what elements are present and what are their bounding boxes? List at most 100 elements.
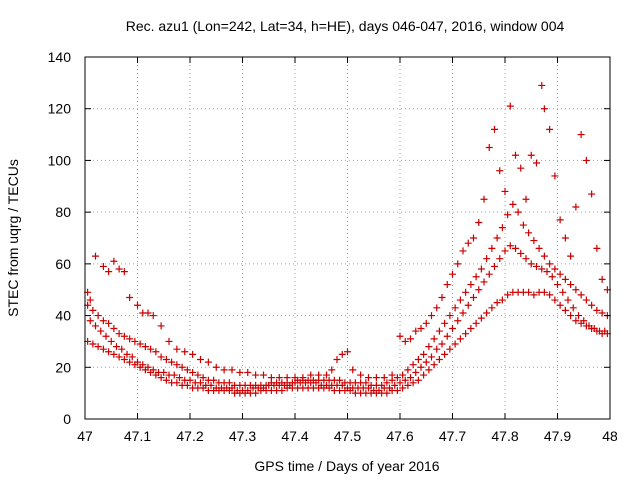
- data-point: [399, 384, 407, 392]
- data-point: [134, 358, 141, 366]
- data-point: [556, 270, 564, 278]
- data-point: [99, 262, 107, 270]
- y-tick-label: 140: [48, 49, 72, 65]
- data-point: [157, 374, 165, 382]
- data-point: [540, 105, 548, 113]
- data-point: [115, 353, 123, 361]
- data-point: [572, 317, 580, 325]
- data-point: [433, 345, 441, 353]
- data-point: [517, 250, 525, 258]
- data-point: [375, 387, 383, 395]
- data-point: [97, 327, 105, 335]
- data-point: [559, 288, 567, 296]
- data-point: [483, 309, 491, 317]
- data-point: [446, 345, 454, 353]
- data-point: [462, 288, 470, 296]
- data-point: [451, 304, 459, 312]
- data-point: [441, 350, 449, 358]
- data-point: [488, 244, 496, 252]
- data-point: [105, 319, 113, 327]
- x-tick-label: 47.3: [229, 428, 256, 444]
- data-point: [519, 221, 527, 229]
- data-point: [120, 268, 128, 276]
- y-tick-label: 20: [55, 359, 71, 375]
- data-point: [425, 366, 433, 374]
- data-point: [323, 371, 330, 379]
- data-point: [535, 244, 543, 252]
- data-point: [144, 309, 152, 317]
- data-point: [540, 288, 548, 296]
- data-point: [459, 309, 467, 317]
- x-tick-label: 47.5: [334, 428, 361, 444]
- data-point: [588, 301, 596, 309]
- data-point: [99, 345, 107, 353]
- y-tick-label: 100: [48, 152, 72, 168]
- data-point: [530, 291, 538, 299]
- data-point: [228, 366, 236, 374]
- data-point: [393, 374, 401, 382]
- data-point: [307, 371, 315, 379]
- data-point: [260, 371, 267, 379]
- data-point: [396, 379, 404, 387]
- data-point: [488, 304, 496, 312]
- data-point: [575, 312, 582, 320]
- data-point: [236, 368, 244, 376]
- data-point: [493, 299, 501, 307]
- data-point: [115, 330, 123, 338]
- data-point: [89, 306, 97, 314]
- data-point: [409, 379, 417, 387]
- x-tick-label: 47.9: [544, 428, 571, 444]
- data-point: [496, 255, 504, 263]
- data-point: [147, 345, 155, 353]
- data-point: [149, 312, 157, 320]
- data-point: [197, 356, 204, 364]
- data-point: [278, 387, 286, 395]
- data-point: [207, 381, 215, 389]
- data-point: [593, 244, 601, 252]
- data-point: [527, 260, 535, 268]
- data-point: [414, 356, 422, 364]
- data-points: [84, 81, 611, 397]
- data-point: [383, 379, 391, 387]
- data-point: [134, 301, 141, 309]
- data-point: [601, 327, 609, 335]
- data-point: [396, 332, 404, 340]
- data-point: [118, 345, 126, 353]
- data-point: [412, 368, 420, 376]
- data-point: [388, 376, 396, 384]
- data-point: [139, 361, 147, 369]
- data-point: [443, 332, 451, 340]
- x-axis-label: GPS time / Days of year 2016: [254, 458, 439, 474]
- data-point: [126, 293, 134, 301]
- data-point: [92, 322, 99, 330]
- data-point: [386, 384, 393, 392]
- data-point: [173, 345, 181, 353]
- data-point: [454, 260, 462, 268]
- data-point: [131, 337, 139, 345]
- data-point: [152, 348, 160, 356]
- data-point: [107, 337, 115, 345]
- y-tick-label: 60: [55, 256, 71, 272]
- data-point: [365, 384, 372, 392]
- data-point: [514, 208, 522, 216]
- data-point: [407, 335, 414, 343]
- data-point: [401, 376, 409, 384]
- data-point: [86, 317, 94, 325]
- data-point: [399, 371, 407, 379]
- data-point: [512, 244, 519, 252]
- data-point: [225, 379, 233, 387]
- data-point: [443, 281, 451, 289]
- data-point: [336, 376, 344, 384]
- data-point: [126, 358, 134, 366]
- data-point: [417, 363, 425, 371]
- data-point: [554, 281, 561, 289]
- data-point: [501, 187, 509, 195]
- data-point: [338, 381, 346, 389]
- data-point: [220, 366, 228, 374]
- data-point: [464, 301, 472, 309]
- data-point: [446, 312, 454, 320]
- data-point: [512, 151, 519, 159]
- data-point: [438, 293, 446, 301]
- data-point: [181, 348, 189, 356]
